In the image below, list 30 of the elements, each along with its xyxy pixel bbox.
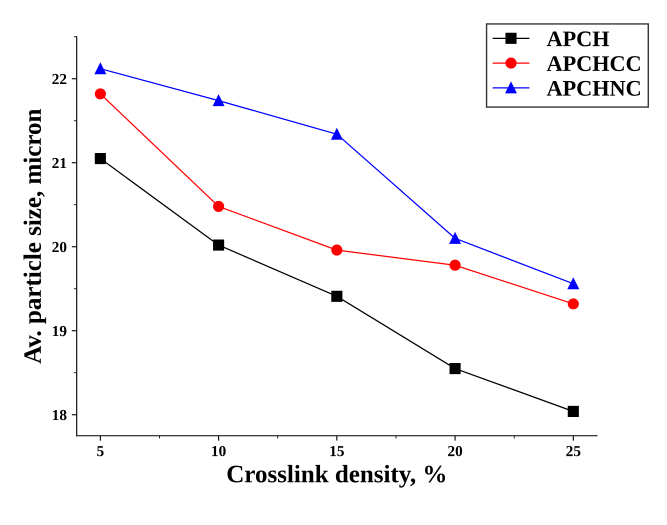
x-tick-label: 25 bbox=[566, 446, 580, 456]
x-tick-label: 20 bbox=[448, 446, 462, 456]
point bbox=[450, 362, 461, 374]
point bbox=[94, 63, 106, 74]
x-tick-label: 10 bbox=[212, 446, 226, 456]
point bbox=[213, 95, 224, 106]
point bbox=[450, 232, 461, 244]
point bbox=[94, 88, 106, 100]
point bbox=[450, 260, 461, 271]
y-tick-label: 21 bbox=[52, 158, 66, 168]
y-tick-label: 18 bbox=[52, 410, 66, 420]
x-tick-label: 15 bbox=[330, 446, 344, 456]
point bbox=[94, 152, 106, 164]
legend-label: APCHNC bbox=[546, 80, 640, 96]
point bbox=[568, 278, 579, 290]
y-tick-label: 22 bbox=[52, 74, 66, 84]
point bbox=[331, 244, 342, 256]
y-axis-title: Av. particle size, micron bbox=[23, 108, 46, 364]
point bbox=[568, 298, 579, 310]
point bbox=[213, 200, 224, 212]
y-tick-label: 19 bbox=[52, 326, 66, 336]
x-tick-label: 5 bbox=[97, 446, 104, 456]
y-tick-label: 20 bbox=[52, 242, 66, 252]
legend-label: APCHCC bbox=[546, 56, 640, 72]
x-axis-title: Crosslink density, % bbox=[227, 464, 446, 488]
legend-label: APCH bbox=[546, 31, 610, 46]
point bbox=[331, 290, 342, 302]
point bbox=[568, 406, 579, 417]
point bbox=[213, 240, 224, 251]
point bbox=[331, 128, 342, 140]
